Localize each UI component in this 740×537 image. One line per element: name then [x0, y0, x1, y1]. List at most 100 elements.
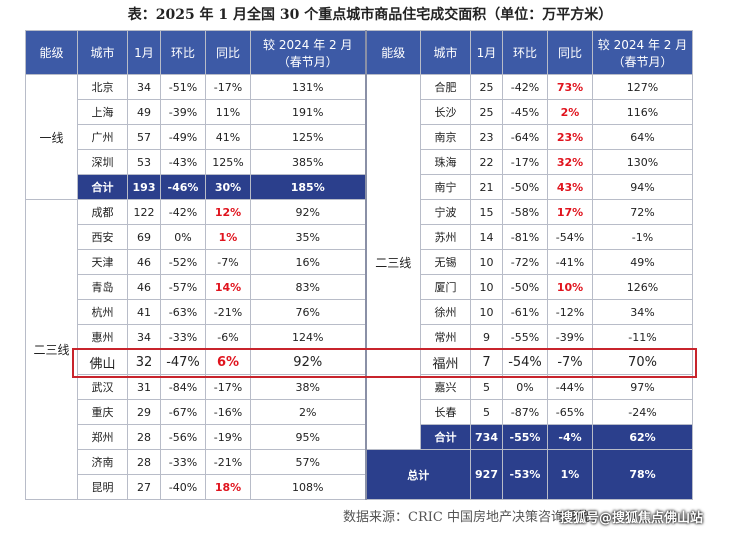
value-cell: 11%	[205, 99, 251, 125]
value-cell: -19%	[205, 424, 251, 450]
value-cell: -24%	[592, 399, 693, 425]
header-row: 能级 城市 1月 环比 同比较 2024 年 2 月（春节月） 能级 城市 1月 环比 同比较 2…	[25, 30, 693, 75]
value-cell: -56%	[160, 424, 206, 450]
value-cell: -40%	[160, 474, 206, 500]
value-cell: 27	[127, 474, 161, 500]
value-cell: 108%	[250, 474, 366, 500]
total-label: 总计	[364, 449, 471, 500]
city-cell: 济南	[77, 449, 128, 475]
value-cell: 76%	[250, 299, 366, 325]
value-cell: 18%	[205, 474, 251, 500]
value-cell: 97%	[592, 374, 693, 400]
header-cell: 较 2024 年 2 月 （春节月）	[592, 30, 693, 75]
value-cell: 385%	[250, 149, 366, 175]
value-cell: -33%	[160, 449, 206, 475]
city-cell: 深圳	[77, 149, 128, 175]
value-cell: 72%	[592, 199, 693, 225]
table-row: 郑州 28 -56% -19% 95% 合计 734 -55% -4% 62%	[26, 424, 693, 450]
city-cell: 苏州	[420, 224, 471, 250]
table-title: 表：2025 年 1 月全国 30 个重点城市商品住宅成交面积（单位：万平方米）	[127, 7, 613, 23]
value-cell: -16%	[205, 399, 251, 425]
header-line: 较 2024 年 2 月	[597, 37, 688, 52]
value-cell: 73%	[547, 74, 593, 100]
city-cell: 合肥	[420, 74, 471, 100]
header-cell: 城市	[420, 30, 471, 75]
value-cell: 49%	[592, 249, 693, 275]
table-row: 武汉 31 -84% -17% 38% 嘉兴 5 0% -44% 97%	[26, 374, 693, 400]
city-cell: 武汉	[77, 374, 128, 400]
value-cell: -51%	[160, 74, 206, 100]
city-cell: 惠州	[77, 324, 128, 350]
value-cell: -42%	[160, 199, 206, 225]
value-cell: 131%	[250, 74, 366, 100]
header-cell: 1月	[470, 30, 503, 75]
city-cell: 西安	[77, 224, 128, 250]
table-row: 青岛 46 -57% 14% 83% 厦门 10 -50% 10% 126%	[26, 274, 693, 300]
header-cell: 环比	[160, 30, 206, 75]
city-cell: 北京	[77, 74, 128, 100]
value-cell: 734	[470, 424, 503, 450]
header-cell: 同比	[205, 30, 251, 75]
value-cell: 35%	[250, 224, 366, 250]
table-row: 广州 57 -49% 41% 125% 南京 23 -64% 23% 64%	[26, 124, 693, 150]
value-cell: 41%	[205, 124, 251, 150]
city-cell: 南宁	[420, 174, 471, 200]
table-body: 能级 城市 1月 环比 同比较 2024 年 2 月（春节月） 能级 城市 1月 环比 同比较 2…	[25, 30, 693, 500]
tier-cell: 二三线	[364, 74, 421, 450]
value-cell: -7%	[205, 249, 251, 275]
city-cell: 合计	[77, 174, 128, 200]
value-cell: 23	[470, 124, 503, 150]
value-cell: -64%	[502, 124, 548, 150]
value-cell: 25	[470, 74, 503, 100]
value-cell: -42%	[502, 74, 548, 100]
value-cell: 34	[127, 324, 161, 350]
city-cell: 成都	[77, 199, 128, 225]
value-cell: 30%	[205, 174, 251, 200]
value-cell: -49%	[160, 124, 206, 150]
city-cell: 重庆	[77, 399, 128, 425]
value-cell: 14%	[205, 274, 251, 300]
value-cell: -47%	[160, 349, 206, 375]
value-cell: 9	[470, 324, 503, 350]
value-cell: 78%	[592, 449, 693, 500]
value-cell: -54%	[502, 349, 548, 375]
city-cell: 广州	[77, 124, 128, 150]
value-cell: 57	[127, 124, 161, 150]
value-cell: 126%	[592, 274, 693, 300]
data-table: 能级 城市 1月 环比 同比较 2024 年 2 月（春节月） 能级 城市 1月 环比 同比较 2…	[25, 30, 693, 500]
value-cell: -54%	[547, 224, 593, 250]
header-line: （春节月）	[612, 54, 673, 69]
table-row: 杭州 41 -63% -21% 76% 徐州 10 -61% -12% 34%	[26, 299, 693, 325]
value-cell: -81%	[502, 224, 548, 250]
table-row: 深圳 53 -43% 125% 385% 珠海 22 -17% 32% 130%	[26, 149, 693, 175]
city-cell: 郑州	[77, 424, 128, 450]
value-cell: 7	[470, 349, 503, 375]
table-row: 惠州 34 -33% -6% 124% 常州 9 -55% -39% -11%	[26, 324, 693, 350]
header-cell: 同比	[547, 30, 593, 75]
table-row: 济南 28 -33% -21% 57% 总计 927 -53% 1% 78%	[26, 449, 693, 500]
value-cell: -84%	[160, 374, 206, 400]
value-cell: 6%	[205, 349, 251, 375]
header-line: 较 2024 年 2 月	[263, 37, 353, 52]
value-cell: 49	[127, 99, 161, 125]
value-cell: 22	[470, 149, 503, 175]
table-row: 一线 北京 34 -51% -17% 131% 二三线 合肥 25 -42% 73% 127%	[25, 74, 693, 450]
value-cell: 124%	[250, 324, 366, 350]
value-cell: -67%	[160, 399, 206, 425]
value-cell: -39%	[160, 99, 206, 125]
value-cell: 5	[470, 374, 503, 400]
city-cell: 徐州	[420, 299, 471, 325]
city-cell: 上海	[77, 99, 128, 125]
value-cell: 43%	[547, 174, 593, 200]
value-cell: -87%	[502, 399, 548, 425]
table-row: 西安 69 0% 1% 35% 苏州 14 -81% -54% -1%	[26, 224, 693, 250]
value-cell: 122	[127, 199, 161, 225]
value-cell: 21	[470, 174, 503, 200]
tier-cell: 一线	[25, 74, 78, 200]
value-cell: 130%	[592, 149, 693, 175]
value-cell: -58%	[502, 199, 548, 225]
value-cell: 92%	[250, 349, 366, 375]
table-row: 昆明 27 -40% 18% 108%	[26, 474, 693, 500]
header-cell: 较 2024 年 2 月 （春节月）	[250, 30, 366, 75]
value-cell: -57%	[160, 274, 206, 300]
